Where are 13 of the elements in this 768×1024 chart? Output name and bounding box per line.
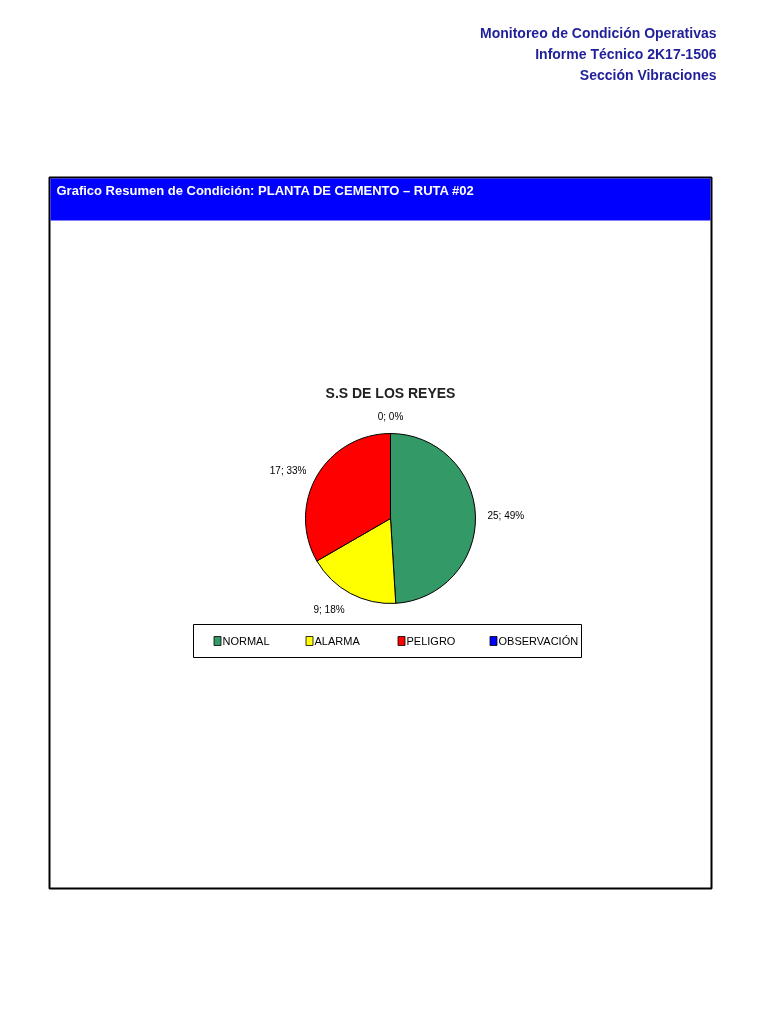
legend-label: OBSERVACIÓN: [498, 635, 579, 647]
data-label: 25; 49%: [487, 510, 525, 522]
data-label: 17; 33%: [269, 464, 307, 476]
chart-subtitle: S.S DE LOS REYES: [325, 384, 456, 401]
legend-label: PELIGRO: [406, 635, 456, 647]
text: Informe Técnico 2K17-1506: [535, 45, 717, 62]
legend-label: NORMAL: [222, 635, 270, 647]
text: Monitoreo de Condición Operativas: [480, 24, 717, 41]
legend-label: ALARMA: [314, 635, 361, 647]
text: Sección Vibraciones: [579, 66, 717, 83]
chart-title: Grafico Resumen de Condición: PLANTA DE CEMENTO – RUTA #02: [56, 183, 474, 198]
data-label: 9; 18%: [313, 603, 345, 615]
text: 0; 0%: [377, 410, 404, 422]
